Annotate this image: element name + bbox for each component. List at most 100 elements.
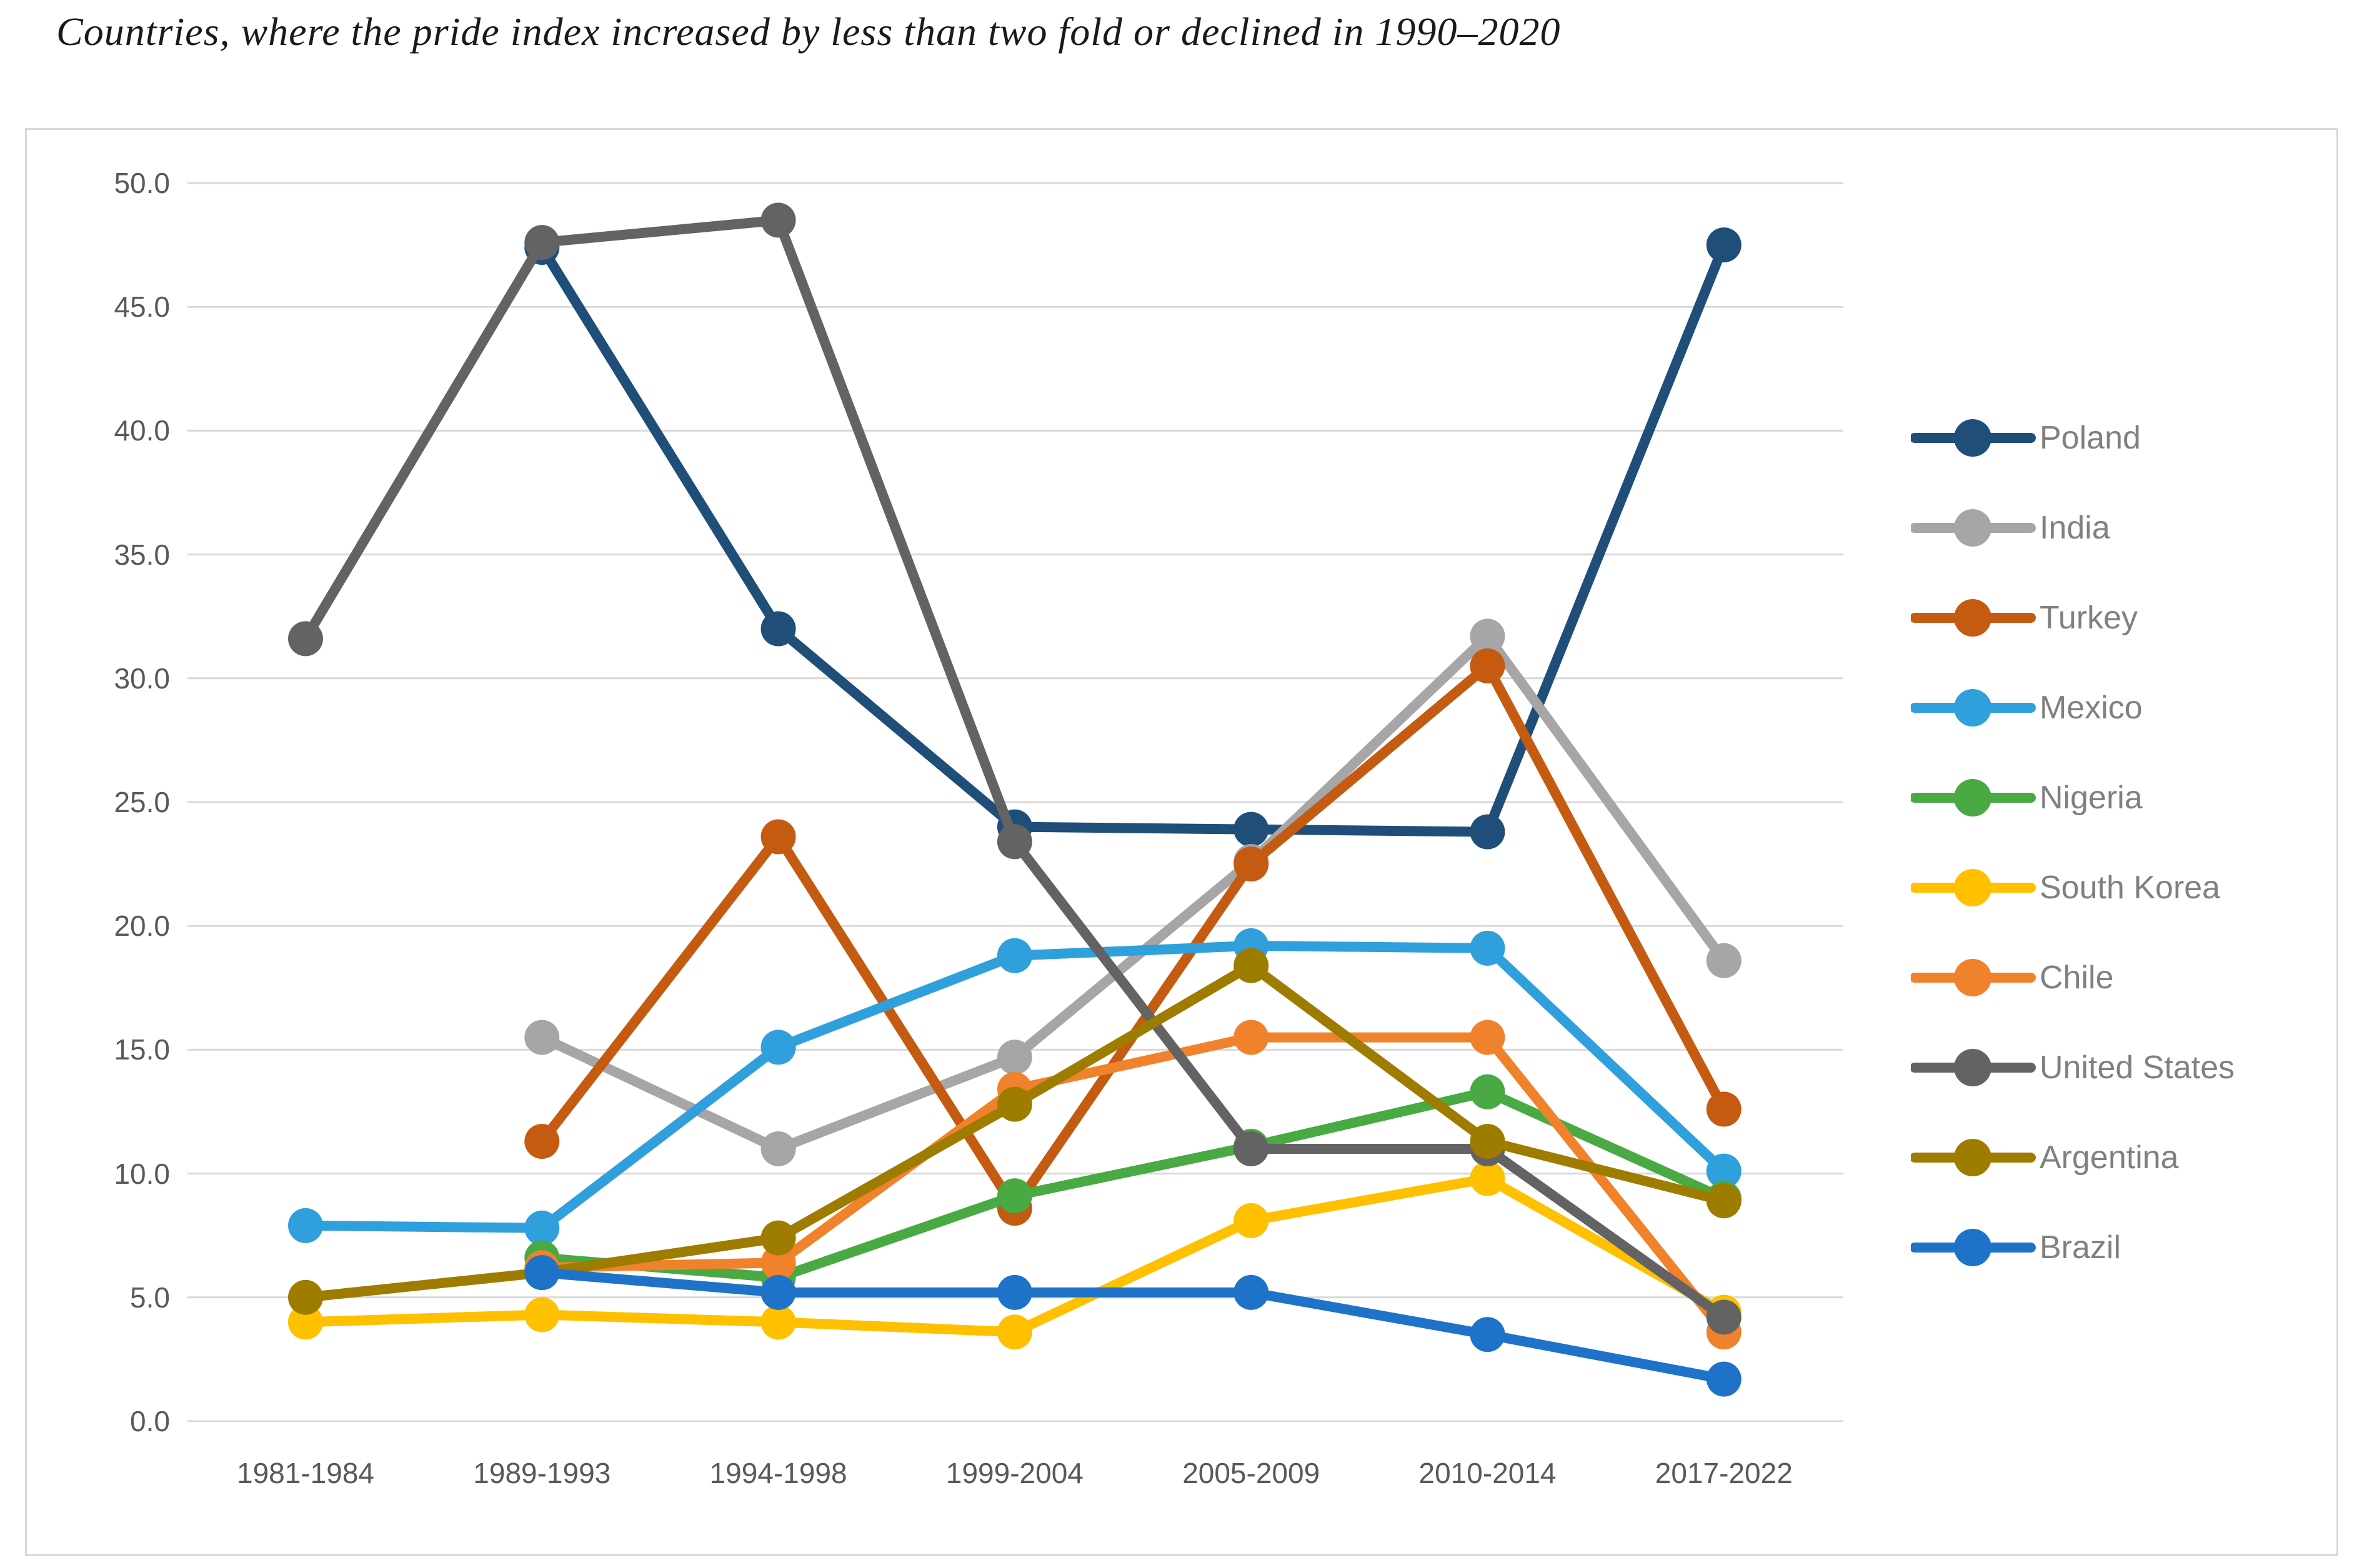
- series-mexico: [288, 928, 1742, 1246]
- series-india: [524, 618, 1742, 1166]
- data-point: [760, 1304, 796, 1340]
- legend-dot: [1954, 1139, 1991, 1176]
- data-point: [997, 1040, 1032, 1075]
- data-point: [524, 1255, 560, 1291]
- legend-marker-icon: [1911, 1049, 2036, 1086]
- legend-marker-icon: [1911, 689, 2036, 727]
- data-point: [1470, 1074, 1505, 1109]
- data-point: [288, 1304, 323, 1340]
- data-point: [524, 1020, 560, 1055]
- data-point: [997, 1178, 1032, 1214]
- x-axis-tick-label: 1989-1993: [473, 1457, 611, 1489]
- series-line: [537, 240, 1729, 837]
- legend-dot: [1954, 1229, 1991, 1266]
- data-point: [1706, 1153, 1742, 1189]
- data-point: [760, 1245, 796, 1281]
- data-point: [1706, 1361, 1742, 1397]
- y-axis-tick-label: 35.0: [114, 538, 170, 571]
- legend-dot: [1954, 689, 1991, 727]
- x-axis-tick-label: 2005-2009: [1182, 1457, 1320, 1489]
- series-poland: [524, 227, 1742, 850]
- legend-label: Nigeria: [2040, 780, 2143, 816]
- legend-marker-icon: [1911, 509, 2036, 547]
- series-argentina: [288, 948, 1742, 1315]
- series-line: [537, 631, 1729, 1154]
- series-united-states: [288, 202, 1742, 1335]
- legend-marker-icon: [1911, 419, 2036, 457]
- data-point: [760, 611, 796, 647]
- legend-label: Argentina: [2040, 1139, 2179, 1176]
- x-axis-tick-label: 2010-2014: [1418, 1457, 1557, 1489]
- data-point: [288, 1279, 323, 1315]
- legend-item-argentina: Argentina: [1911, 1138, 2179, 1178]
- legend-dot: [1954, 599, 1991, 637]
- legend-label: Poland: [2040, 420, 2141, 456]
- x-axis-tick-label: 1981-1984: [237, 1457, 374, 1489]
- data-point: [1233, 1020, 1269, 1055]
- legend-label: Chile: [2040, 960, 2114, 996]
- data-point: [1706, 1299, 1742, 1335]
- legend-item-mexico: Mexico: [1911, 688, 2143, 728]
- legend-marker-icon: [1911, 1139, 2036, 1176]
- data-point: [760, 1030, 796, 1065]
- data-point: [1233, 948, 1269, 983]
- legend-label: Mexico: [2040, 690, 2143, 726]
- legend-item-nigeria: Nigeria: [1911, 778, 2143, 818]
- data-point: [1233, 1203, 1269, 1238]
- legend-dot: [1954, 419, 1991, 457]
- data-point: [760, 1274, 796, 1310]
- data-point: [1470, 1161, 1505, 1196]
- data-point: [1706, 1091, 1742, 1127]
- data-point: [1470, 1124, 1505, 1159]
- legend-marker-icon: [1911, 1229, 2036, 1266]
- data-point: [1706, 227, 1742, 263]
- y-axis-tick-label: 5.0: [130, 1281, 170, 1314]
- data-point: [524, 1210, 560, 1246]
- legend-marker-icon: [1911, 869, 2036, 906]
- y-axis-tick-label: 30.0: [114, 662, 170, 695]
- legend-label: India: [2040, 510, 2110, 546]
- series-chile: [524, 1020, 1742, 1350]
- x-axis-tick-label: 1999-2004: [945, 1457, 1084, 1489]
- series-line: [537, 661, 1729, 1214]
- y-axis-tick-label: 15.0: [114, 1033, 170, 1066]
- series-line: [301, 960, 1729, 1303]
- legend-item-brazil: Brazil: [1911, 1228, 2121, 1268]
- data-point: [1706, 1183, 1742, 1219]
- data-point: [760, 202, 796, 238]
- data-point: [1233, 846, 1269, 882]
- data-point: [1233, 1131, 1269, 1166]
- data-point: [997, 1274, 1032, 1310]
- legend-dot: [1954, 869, 1991, 906]
- data-point: [288, 1208, 323, 1243]
- data-point: [1470, 648, 1505, 683]
- series-brazil: [524, 1255, 1742, 1397]
- gridlines: [187, 182, 1843, 1422]
- y-axis-tick-label: 10.0: [114, 1157, 170, 1190]
- x-axis-tick-label: 1994-1998: [709, 1457, 847, 1489]
- data-point: [760, 1131, 796, 1166]
- x-axis-tick-label: 2017-2022: [1655, 1457, 1793, 1489]
- legend-marker-icon: [1911, 959, 2036, 996]
- data-point: [1470, 930, 1505, 966]
- legend-marker-icon: [1911, 779, 2036, 816]
- data-point: [1233, 1274, 1269, 1310]
- legend-item-united-states: United States: [1911, 1048, 2235, 1088]
- data-point: [760, 819, 796, 855]
- legend-label: South Korea: [2040, 870, 2221, 906]
- data-point: [288, 621, 323, 657]
- chart-frame: [25, 128, 2338, 1556]
- legend-item-south-korea: South Korea: [1911, 868, 2220, 908]
- legend-item-poland: Poland: [1911, 418, 2141, 458]
- data-point: [1470, 1020, 1505, 1055]
- legend-marker-icon: [1911, 599, 2036, 637]
- legend-dot: [1954, 779, 1991, 816]
- data-point: [1470, 1317, 1505, 1352]
- data-point: [997, 1314, 1032, 1350]
- legend-label: Brazil: [2040, 1229, 2121, 1266]
- chart-title: Countries, where the pride index increas…: [56, 9, 1561, 54]
- data-point: [1706, 943, 1742, 978]
- series-line: [537, 1032, 1729, 1337]
